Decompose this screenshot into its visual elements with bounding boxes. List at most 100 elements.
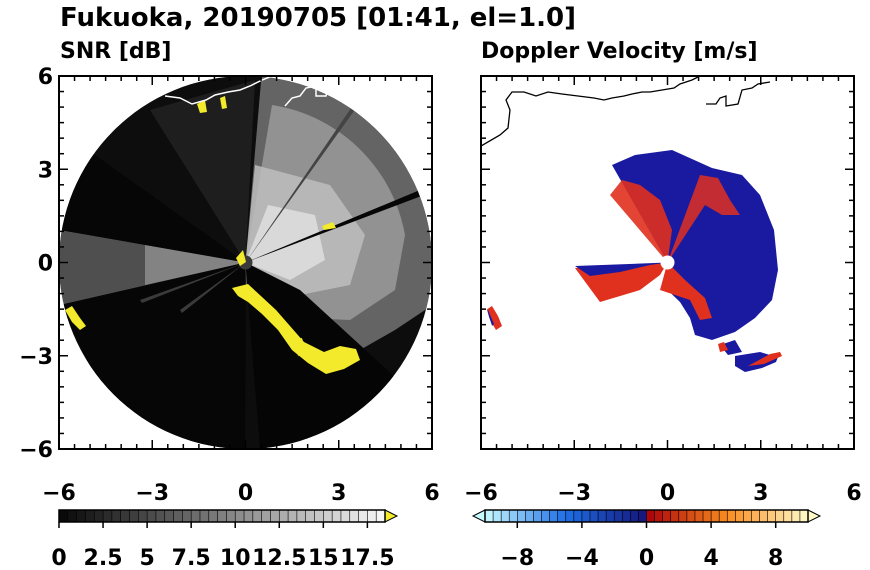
snr-colorbar-cell <box>323 509 333 523</box>
snr-y-tick-label: −3 <box>19 345 53 370</box>
snr-colorbar-cell <box>314 509 325 523</box>
snr-coastline <box>164 76 347 107</box>
snr-colorbar-cell <box>217 509 228 523</box>
velocity-colorbar-cell <box>662 509 672 523</box>
velocity-colorbar-cell <box>751 509 761 523</box>
velocity-colorbar-tick-label: −8 <box>500 546 534 570</box>
velocity-colorbar-cell <box>613 509 623 523</box>
velocity-colorbar-cell <box>743 509 753 523</box>
velocity-colorbar-cell <box>799 509 809 523</box>
snr-colorbar-cell <box>234 509 245 523</box>
snr-x-tick-label: 0 <box>238 481 253 506</box>
velocity-colorbar-cell <box>525 509 535 523</box>
snr-colorbar-cell <box>243 509 254 523</box>
velocity-colorbar-extend-min <box>471 509 486 523</box>
snr-colorbar-cell <box>164 509 175 523</box>
velocity-x-tick-label: 6 <box>846 481 861 506</box>
snr-colorbar-cell <box>67 509 78 523</box>
snr-y-tick-label: 6 <box>38 65 53 90</box>
snr-y-tick-label: 3 <box>38 158 53 183</box>
snr-colorbar-tick-label: 5 <box>139 546 154 570</box>
velocity-panel-title: Doppler Velocity [m/s] <box>481 39 758 64</box>
velocity-colorbar-cell <box>783 509 793 523</box>
snr-colorbar-cell <box>296 509 307 523</box>
velocity-colorbar-cell <box>630 509 640 523</box>
velocity-colorbar-tick-label: 0 <box>639 546 654 570</box>
snr-x-tick-label: −6 <box>42 481 76 506</box>
velocity-echo-field <box>485 150 782 372</box>
velocity-colorbar-cell <box>508 509 519 523</box>
velocity-colorbar-cell <box>597 509 607 523</box>
velocity-colorbar-cell <box>686 509 696 523</box>
snr-colorbar-frame <box>58 509 386 523</box>
snr-colorbar-tick-label: 2.5 <box>84 546 123 570</box>
velocity-colorbar-cell <box>710 509 720 523</box>
snr-colorbar-tick-label: 15 <box>308 546 339 570</box>
snr-colorbar-cell <box>331 509 342 523</box>
snr-colorbar-cell <box>208 509 219 523</box>
velocity-colorbar-cell <box>767 509 777 523</box>
snr-panel: −6 −3 0 3 6 6 3 0 −3 −6 <box>19 65 439 506</box>
snr-panel-title: SNR [dB] <box>60 39 171 64</box>
velocity-colorbar-cell <box>516 509 527 523</box>
velocity-x-tick-label: 0 <box>660 481 675 506</box>
snr-strong-echo <box>65 96 360 374</box>
snr-x-tick-label: 3 <box>331 481 346 506</box>
snr-colorbar-cell <box>182 509 192 523</box>
snr-colorbar-cell <box>340 509 351 523</box>
snr-colorbar-cell <box>287 509 298 523</box>
snr-y-tick-label: −6 <box>19 438 53 463</box>
snr-colorbar-tick-label: 0 <box>51 546 66 570</box>
velocity-tick-marks <box>480 75 855 450</box>
snr-echo-field <box>60 76 432 449</box>
snr-colorbar-cell <box>102 509 113 523</box>
snr-colorbar-cell <box>358 509 369 523</box>
snr-colorbar-cell <box>58 509 69 523</box>
snr-colorbar-cell <box>270 509 280 523</box>
snr-colorbar-cell <box>85 509 95 523</box>
velocity-colorbar-cell <box>678 509 688 523</box>
snr-colorbar-cell <box>199 509 210 523</box>
velocity-colorbar-cell <box>718 509 728 523</box>
velocity-colorbar-tick-label: 8 <box>768 546 783 570</box>
velocity-colorbar-cell <box>500 509 510 523</box>
velocity-colorbar-cell <box>654 509 664 523</box>
velocity-colorbar-cell <box>775 509 785 523</box>
velocity-colorbar-cell <box>638 509 648 523</box>
velocity-colorbar-cell <box>484 509 494 523</box>
velocity-colorbar-cell <box>702 509 712 523</box>
velocity-colorbar-tick-label: −4 <box>565 546 599 570</box>
snr-colorbar-cell <box>278 509 289 523</box>
velocity-coastline <box>481 76 771 147</box>
snr-colorbar-cell <box>367 509 377 523</box>
snr-colorbar-extend <box>384 509 399 523</box>
snr-x-tick-label: 6 <box>424 481 439 506</box>
snr-tick-marks <box>58 75 433 450</box>
velocity-colorbar-cell <box>670 509 680 523</box>
velocity-colorbar-tick-label: 4 <box>703 546 718 570</box>
snr-colorbar-tick-label: 17.5 <box>340 546 394 570</box>
velocity-colorbar-cell <box>735 509 745 523</box>
snr-colorbar-cell <box>252 509 263 523</box>
snr-y-tick-label: 0 <box>38 252 53 277</box>
snr-colorbar-cell <box>349 509 360 523</box>
velocity-colorbar-cell <box>621 509 632 523</box>
snr-colorbar-cell <box>129 509 139 523</box>
snr-colorbar <box>58 509 399 528</box>
velocity-colorbar-cell <box>549 509 559 523</box>
velocity-colorbar <box>471 509 822 528</box>
velocity-colorbar-cell <box>573 509 583 523</box>
snr-colorbar-cell <box>93 509 104 523</box>
snr-colorbar-cell <box>120 509 131 523</box>
snr-colorbar-cell <box>146 509 157 523</box>
snr-colorbar-cell <box>375 509 386 523</box>
velocity-radar-center <box>660 255 675 270</box>
snr-colorbar-cell <box>111 509 122 523</box>
snr-colorbar-cell <box>137 509 148 523</box>
snr-colorbar-tick-label: 7.5 <box>172 546 211 570</box>
snr-colorbar-cell <box>261 509 272 523</box>
velocity-x-tick-label: 3 <box>753 481 768 506</box>
snr-colorbar-cell <box>305 509 316 523</box>
snr-colorbar-cell <box>173 509 184 523</box>
